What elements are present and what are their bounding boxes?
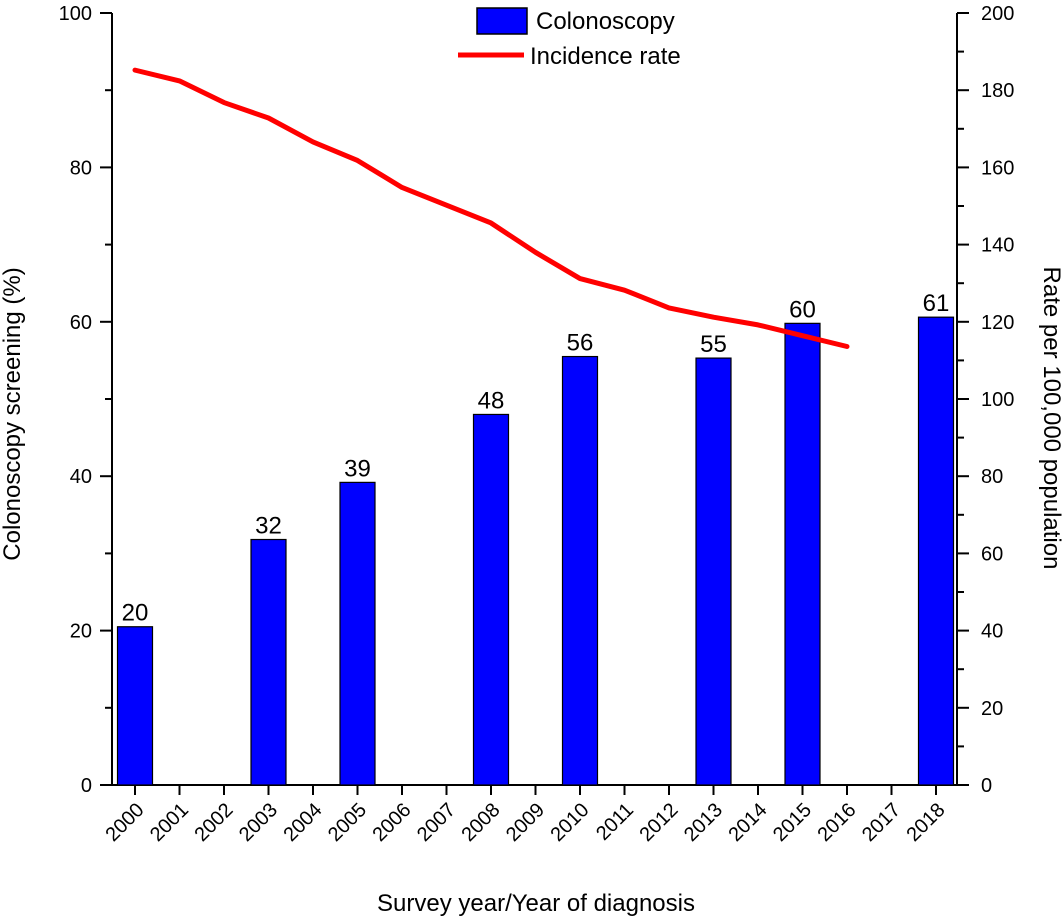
- bar-data-label: 61: [923, 290, 950, 317]
- y2-tick-label: 120: [981, 312, 1014, 334]
- incidence-rate-line: [132, 67, 850, 350]
- x-tick-label: 2010: [547, 799, 594, 846]
- x-tick-label: 2014: [725, 799, 772, 846]
- x-tick-label: 2005: [324, 799, 371, 846]
- text-layer: 0204060801000204060801001201401601802002…: [59, 3, 1015, 846]
- bar-data-label: 32: [255, 513, 282, 540]
- y-tick-label: 100: [59, 3, 92, 25]
- y2-tick-label: 100: [981, 389, 1014, 411]
- y2-tick-label: 160: [981, 157, 1014, 179]
- x-tick-label: 2013: [680, 799, 727, 846]
- bar-data-label: 48: [478, 387, 505, 414]
- y-tick-label: 20: [70, 621, 92, 643]
- x-axis-title: Survey year/Year of diagnosis: [377, 890, 695, 917]
- x-tick-label: 2008: [458, 799, 505, 846]
- x-tick-label: 2011: [592, 799, 638, 845]
- y-tick-label: 0: [81, 775, 92, 797]
- x-tick-label: 2017: [858, 799, 905, 846]
- bars-layer: [116, 316, 955, 786]
- bar-data-label: 39: [344, 455, 371, 482]
- bar-data-label: 60: [789, 296, 816, 323]
- x-tick-label: 2003: [235, 799, 282, 846]
- bar: [917, 316, 955, 786]
- x-tick-label: 2007: [413, 799, 460, 846]
- x-tick-label: 2016: [814, 799, 861, 846]
- bar-data-label: 56: [567, 330, 594, 357]
- line-layer: [132, 67, 850, 350]
- x-tick-label: 2006: [369, 799, 416, 846]
- bar: [116, 626, 154, 786]
- y2-tick-label: 200: [981, 3, 1014, 25]
- legend: Colonoscopy Incidence rate: [458, 7, 681, 70]
- y-tick-label: 60: [70, 312, 92, 334]
- bar: [472, 413, 510, 786]
- x-tick-label: 2012: [636, 799, 683, 846]
- y2-axis-title: Rate per 100,000 population: [1038, 267, 1064, 570]
- x-tick-label: 2002: [191, 799, 238, 846]
- bar-data-label: 20: [122, 600, 149, 627]
- legend-label-colonoscopy: Colonoscopy: [536, 8, 675, 35]
- y-tick-label: 80: [70, 157, 92, 179]
- x-tick-label: 2004: [280, 799, 327, 846]
- x-tick-label: 2001: [146, 799, 193, 846]
- bar: [784, 322, 821, 786]
- x-tick-label: 2000: [102, 799, 149, 846]
- y-tick-label: 40: [70, 466, 92, 488]
- y2-tick-label: 20: [981, 698, 1003, 720]
- bar: [250, 538, 287, 786]
- y2-tick-label: 0: [981, 775, 992, 797]
- x-tick-label: 2009: [502, 799, 549, 846]
- bar-data-label: 55: [700, 331, 727, 358]
- y2-tick-label: 80: [981, 466, 1003, 488]
- y2-tick-label: 140: [981, 235, 1014, 257]
- legend-swatch-colonoscopy: [476, 7, 528, 35]
- x-tick-label: 2018: [903, 799, 950, 846]
- y2-tick-label: 60: [981, 543, 1003, 565]
- legend-label-incidence: Incidence rate: [530, 43, 681, 70]
- y2-tick-label: 40: [981, 621, 1003, 643]
- bar: [339, 481, 376, 786]
- y-axis-title: Colonoscopy screening (%): [0, 267, 26, 560]
- y2-tick-label: 180: [981, 80, 1014, 102]
- x-tick-label: 2015: [769, 799, 816, 846]
- bar: [695, 357, 732, 786]
- bar: [561, 355, 599, 786]
- axes-layer: [100, 12, 969, 795]
